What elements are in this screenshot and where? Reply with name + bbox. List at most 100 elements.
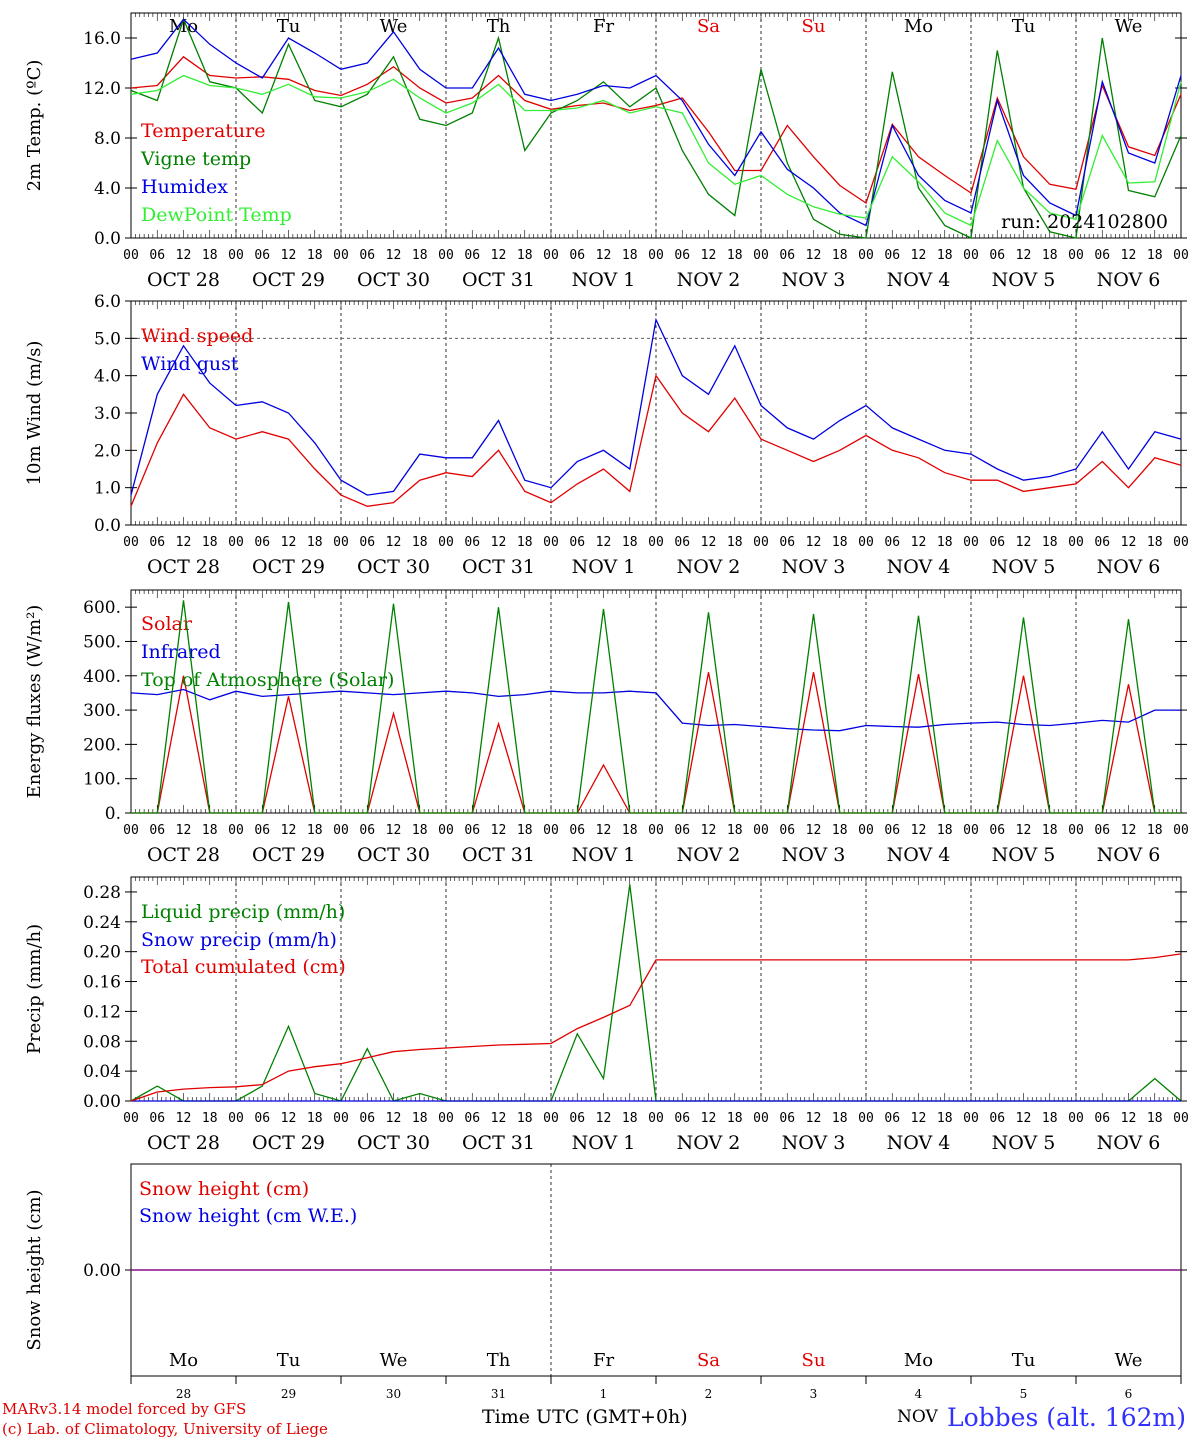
hour-tick-label: 18 — [202, 535, 218, 550]
hour-tick-label: 00 — [333, 248, 349, 263]
date-label: NOV 6 — [1097, 844, 1161, 866]
hour-tick-label: 00 — [963, 535, 979, 550]
hour-tick-label: 12 — [911, 1111, 927, 1126]
weekday-label: Tu — [277, 16, 301, 37]
day-number: 28 — [176, 1387, 191, 1401]
y-tick-label: 6.0 — [94, 292, 121, 312]
hour-tick-label: 06 — [464, 823, 480, 838]
date-label: NOV 1 — [572, 556, 636, 578]
hour-tick-label: 18 — [727, 535, 743, 550]
legend-entry: Total cumulated (cm) — [141, 956, 346, 978]
legend-entry: Infrared — [141, 641, 221, 663]
hour-tick-label: 00 — [333, 823, 349, 838]
legend-entry: Snow precip (mm/h) — [141, 929, 337, 951]
hour-tick-label: 18 — [937, 823, 953, 838]
hour-tick-label: 12 — [491, 1111, 507, 1126]
date-label: OCT 29 — [252, 844, 325, 866]
hour-tick-label: 00 — [963, 248, 979, 263]
date-label: OCT 31 — [462, 556, 535, 578]
date-label: NOV 5 — [992, 1132, 1056, 1154]
hour-tick-label: 12 — [701, 823, 717, 838]
weekday-label: Tu — [1012, 16, 1036, 37]
hour-tick-label: 18 — [832, 1111, 848, 1126]
weekday-label: Su — [802, 1350, 826, 1371]
weekday-label: Tu — [277, 1350, 301, 1371]
hour-tick-label: 06 — [674, 1111, 690, 1126]
hour-tick-label: 06 — [464, 248, 480, 263]
hour-tick-label: 18 — [832, 248, 848, 263]
station-overlap-text: NOV — [897, 1407, 938, 1427]
panel-5: 0.00 Snow height (cm) Snow height (cm) Snow… — [24, 1163, 1187, 1401]
hour-tick-label: 12 — [701, 535, 717, 550]
hour-tick-label: 12 — [1016, 823, 1032, 838]
hour-tick-label: 18 — [307, 248, 323, 263]
y-axis-label: Precip (mm/h) — [24, 924, 45, 1054]
date-label: OCT 29 — [252, 1132, 325, 1154]
hour-tick-label: 18 — [622, 823, 638, 838]
hour-tick-label: 18 — [307, 823, 323, 838]
date-label: OCT 30 — [357, 556, 430, 578]
hour-tick-label: 06 — [359, 535, 375, 550]
weekday-label: We — [1115, 16, 1143, 37]
hour-tick-label: 00 — [648, 535, 664, 550]
day-number: 1 — [600, 1387, 608, 1401]
y-tick-label: 8.0 — [94, 129, 121, 149]
hour-tick-label: 06 — [254, 1111, 270, 1126]
hour-tick-label: 18 — [1147, 248, 1163, 263]
hour-tick-label: 06 — [1094, 535, 1110, 550]
hour-tick-label: 00 — [228, 535, 244, 550]
hour-tick-label: 06 — [989, 1111, 1005, 1126]
date-label: OCT 30 — [357, 1132, 430, 1154]
weekday-label: We — [380, 16, 408, 37]
hour-tick-label: 00 — [438, 535, 454, 550]
hour-tick-label: 12 — [806, 1111, 822, 1126]
hour-tick-label: 18 — [727, 1111, 743, 1126]
hour-tick-label: 06 — [149, 248, 165, 263]
y-tick-label: 4.0 — [94, 367, 121, 387]
date-label: OCT 31 — [462, 269, 535, 291]
hour-tick-label: 12 — [176, 823, 192, 838]
hour-tick-label: 12 — [596, 1111, 612, 1126]
y-tick-label: 0.00 — [83, 1261, 121, 1281]
legend-entry: Wind gust — [141, 353, 239, 375]
hour-tick-label: 06 — [1094, 823, 1110, 838]
hour-tick-label: 06 — [989, 823, 1005, 838]
hour-tick-label: 06 — [884, 248, 900, 263]
day-number: 30 — [386, 1387, 401, 1401]
hour-tick-label: 12 — [1121, 1111, 1137, 1126]
y-tick-label: 4.0 — [94, 179, 121, 199]
hour-tick-label: 06 — [464, 535, 480, 550]
hour-tick-label: 18 — [307, 535, 323, 550]
hour-tick-label: 00 — [1173, 1111, 1189, 1126]
hour-tick-label: 00 — [543, 535, 559, 550]
hour-tick-label: 00 — [438, 1111, 454, 1126]
hour-tick-label: 12 — [806, 823, 822, 838]
day-number: 2 — [705, 1387, 713, 1401]
hour-tick-label: 12 — [911, 535, 927, 550]
date-label: OCT 28 — [147, 269, 220, 291]
hour-tick-label: 12 — [596, 823, 612, 838]
legend-entry: DewPoint Temp — [141, 204, 292, 226]
hour-tick-label: 06 — [884, 823, 900, 838]
hour-tick-label: 00 — [753, 823, 769, 838]
series-infrared — [130, 688, 1181, 732]
weekday-label: Fr — [593, 16, 614, 37]
hour-tick-label: 00 — [1068, 1111, 1084, 1126]
hour-tick-label: 00 — [648, 248, 664, 263]
hour-tick-label: 12 — [806, 248, 822, 263]
weekday-label: We — [1115, 1350, 1143, 1371]
day-number: 4 — [915, 1387, 923, 1401]
y-tick-label: 0.20 — [83, 943, 121, 963]
hour-tick-label: 06 — [149, 1111, 165, 1126]
hour-tick-label: 12 — [386, 1111, 402, 1126]
hour-tick-label: 00 — [543, 248, 559, 263]
hour-tick-label: 06 — [569, 535, 585, 550]
weekday-label: Sa — [697, 1350, 720, 1371]
hour-tick-label: 06 — [989, 248, 1005, 263]
hour-tick-label: 18 — [1147, 1111, 1163, 1126]
hour-tick-label: 18 — [412, 823, 428, 838]
hour-tick-label: 00 — [543, 1111, 559, 1126]
date-label: OCT 28 — [147, 844, 220, 866]
hour-tick-label: 06 — [254, 535, 270, 550]
